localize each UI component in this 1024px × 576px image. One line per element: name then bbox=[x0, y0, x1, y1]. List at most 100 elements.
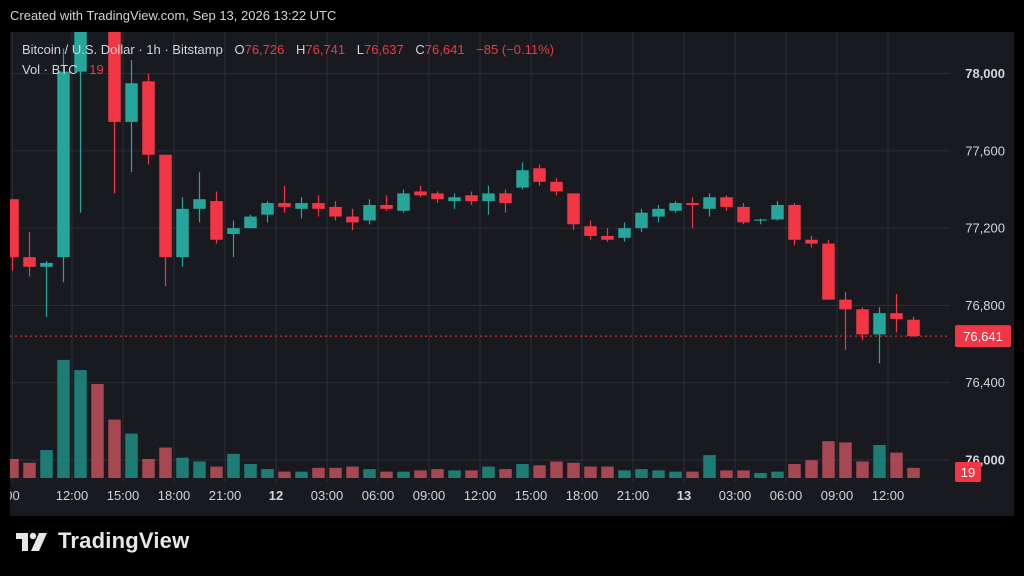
time-tick-label: 12:00 bbox=[56, 488, 89, 503]
volume-bar bbox=[652, 470, 665, 478]
price-tick-label: 77,600 bbox=[965, 143, 1005, 158]
last-price-badge bbox=[955, 325, 1011, 348]
low-value: 76,637 bbox=[364, 42, 404, 57]
volume-bar bbox=[312, 467, 325, 478]
candle-body bbox=[261, 203, 274, 215]
candle-body bbox=[771, 204, 784, 220]
candle-body bbox=[499, 193, 512, 204]
candle-body bbox=[754, 219, 767, 221]
candle-body bbox=[74, 32, 87, 72]
candle-body bbox=[635, 212, 648, 229]
candle-body bbox=[550, 181, 563, 192]
candle-body bbox=[312, 203, 325, 209]
chart-panel[interactable]: 80,00079,60079,20078,80078,40078,00077,6… bbox=[10, 32, 1014, 516]
volume-bar bbox=[176, 457, 189, 478]
candle-body bbox=[805, 239, 818, 244]
last-volume-badge bbox=[955, 462, 981, 482]
volume-bar bbox=[295, 471, 308, 478]
volume-value: 19 bbox=[89, 62, 104, 77]
candle-body bbox=[567, 193, 580, 225]
volume-bar bbox=[482, 466, 495, 478]
volume-bar bbox=[431, 469, 444, 478]
candle-body bbox=[244, 216, 257, 229]
change-value: −85 (−0.11%) bbox=[476, 42, 554, 57]
candle-body bbox=[516, 170, 529, 188]
price-candles bbox=[10, 32, 920, 364]
time-tick-label: 21:00 bbox=[209, 488, 242, 503]
volume-bar bbox=[159, 447, 172, 478]
candle-body bbox=[176, 208, 189, 258]
low-label: L bbox=[356, 42, 364, 57]
candle-body bbox=[788, 204, 801, 240]
volume-bar bbox=[278, 471, 291, 478]
candle-body bbox=[346, 216, 359, 223]
volume-bar bbox=[74, 370, 87, 478]
volume-bar bbox=[448, 470, 461, 478]
symbol-title[interactable]: Bitcoin / U.S. Dollar · 1h · Bitstamp bbox=[22, 42, 223, 57]
volume-bar bbox=[533, 465, 546, 478]
ohlc-row: Bitcoin / U.S. Dollar · 1h · Bitstamp O 7… bbox=[22, 42, 554, 62]
volume-bar bbox=[788, 464, 801, 478]
volume-bar bbox=[23, 462, 36, 478]
candle-body bbox=[227, 228, 240, 234]
volume-bar bbox=[550, 461, 563, 478]
volume-row: Vol · BTC 19 bbox=[22, 62, 554, 82]
candlestick-chart[interactable]: 80,00079,60079,20078,80078,40078,00077,6… bbox=[10, 32, 1014, 516]
price-axis[interactable]: 80,00079,60079,20078,80078,40078,00077,6… bbox=[955, 32, 1011, 482]
time-tick-label: 09:00 bbox=[821, 488, 854, 503]
volume-bar bbox=[890, 452, 903, 478]
price-tick-label: 76,400 bbox=[965, 375, 1005, 390]
time-tick-label: 18:00 bbox=[566, 488, 599, 503]
time-axis[interactable]: 00 12:00 15:00 18:00 21:00 12 03:00 06:00 09:00 1… bbox=[10, 488, 904, 503]
time-tick-label: 13 bbox=[677, 488, 691, 503]
volume-bar bbox=[771, 471, 784, 478]
volume-bar bbox=[686, 471, 699, 478]
volume-bar bbox=[363, 469, 376, 478]
volume-bar bbox=[227, 453, 240, 478]
candle-body bbox=[703, 197, 716, 209]
candle-body bbox=[125, 83, 138, 122]
candle-body bbox=[397, 193, 410, 211]
tradingview-logo-icon bbox=[16, 532, 47, 551]
candle-body bbox=[278, 203, 291, 207]
time-tick-label: 15:00 bbox=[107, 488, 140, 503]
open-label: O bbox=[234, 42, 245, 57]
candle-body bbox=[465, 195, 478, 202]
volume-bar bbox=[720, 470, 733, 478]
volume-bar bbox=[57, 359, 70, 478]
brand-name: TradingView bbox=[58, 528, 190, 553]
candle-body bbox=[448, 197, 461, 202]
last-volume-label: 19 bbox=[961, 465, 975, 480]
volume-bar bbox=[261, 469, 274, 478]
volume-bar bbox=[822, 441, 835, 478]
volume-bar bbox=[10, 458, 19, 478]
volume-bar bbox=[91, 384, 104, 478]
candle-body bbox=[414, 191, 427, 196]
candle-body bbox=[40, 262, 53, 267]
candle-body bbox=[618, 228, 631, 238]
time-tick-label: 15:00 bbox=[515, 488, 548, 503]
time-tick-label: 12 bbox=[269, 488, 283, 503]
volume-bar bbox=[40, 450, 53, 478]
volume-bar bbox=[856, 461, 869, 478]
volume-bar bbox=[805, 460, 818, 478]
volume-label[interactable]: Vol · BTC bbox=[22, 62, 78, 77]
volume-bars bbox=[10, 359, 920, 478]
volume-bar bbox=[142, 458, 155, 478]
time-tick-label: 03:00 bbox=[719, 488, 752, 503]
tradingview-brand[interactable]: TradingView bbox=[16, 528, 189, 554]
time-tick-label: 06:00 bbox=[770, 488, 803, 503]
volume-bar bbox=[907, 467, 920, 478]
volume-bar bbox=[499, 469, 512, 478]
candle-body bbox=[907, 319, 920, 337]
candle-body bbox=[57, 71, 70, 258]
volume-bar bbox=[108, 419, 121, 478]
volume-bar bbox=[873, 444, 886, 478]
volume-bar bbox=[567, 462, 580, 478]
volume-bar bbox=[397, 471, 410, 478]
candle-body bbox=[159, 154, 172, 258]
volume-bar bbox=[125, 433, 138, 478]
volume-bar bbox=[737, 470, 750, 478]
high-label: H bbox=[295, 42, 306, 57]
